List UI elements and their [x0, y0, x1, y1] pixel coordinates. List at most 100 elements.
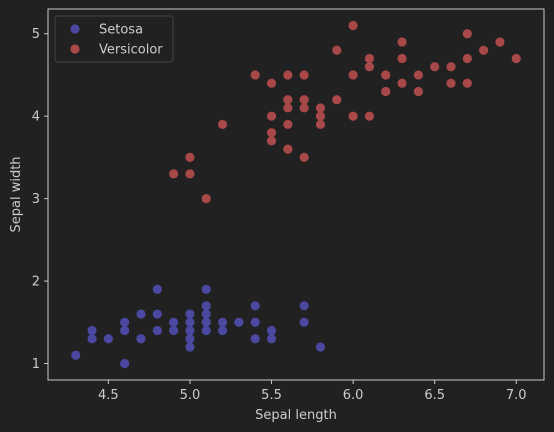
scatter-point-versicolor: [283, 103, 293, 113]
scatter-point-versicolor: [250, 70, 260, 80]
scatter-point-setosa: [185, 334, 195, 344]
scatter-point-setosa: [71, 350, 81, 360]
scatter-point-setosa: [315, 342, 326, 352]
scatter-point-versicolor: [348, 20, 358, 31]
scatter-point-setosa: [87, 325, 97, 336]
scatter-point-setosa: [201, 317, 211, 327]
scatter-point-setosa: [169, 325, 179, 336]
scatter-point-versicolor: [332, 95, 342, 105]
y-tick-label: 3: [32, 192, 40, 207]
x-tick-label: 4.5: [98, 388, 119, 403]
plot-area-frame: [47, 8, 545, 381]
scatter-point-versicolor: [315, 111, 326, 121]
scatter-point-versicolor: [364, 62, 375, 72]
y-tick-label: 1: [32, 357, 40, 372]
scatter-point-setosa: [120, 325, 130, 336]
scatter-point-versicolor: [266, 111, 277, 121]
scatter-point-setosa: [185, 342, 195, 352]
scatter-point-versicolor: [446, 78, 456, 88]
scatter-point-versicolor: [201, 194, 211, 204]
scatter-point-versicolor: [266, 136, 277, 146]
scatter-point-versicolor: [495, 37, 505, 47]
x-tick-label: 6.5: [424, 388, 445, 403]
scatter-point-versicolor: [462, 53, 472, 64]
scatter-point-versicolor: [413, 70, 423, 80]
scatter-point-versicolor: [299, 103, 309, 113]
scatter-point-versicolor: [397, 78, 407, 88]
scatter-point-versicolor: [185, 152, 195, 162]
ticks-layer: 4.5 5.0 5.5 6.0 6.5 7.0 1 2 3 4 5: [32, 27, 527, 403]
scatter-point-setosa: [217, 325, 228, 336]
scatter-point-setosa: [152, 309, 162, 319]
scatter-point-versicolor: [446, 62, 456, 72]
scatter-point-setosa: [201, 325, 211, 336]
y-axis-label: Sepal width: [9, 156, 24, 232]
scatter-point-setosa: [120, 317, 130, 327]
x-tick-label: 6.0: [343, 388, 364, 403]
legend-marker-versicolor: [70, 44, 80, 54]
scatter-point-setosa: [87, 334, 97, 344]
scatter-point-setosa: [217, 317, 228, 327]
scatter-point-versicolor: [462, 78, 472, 88]
legend-box: [54, 15, 174, 63]
scatter-point-setosa: [250, 301, 260, 311]
scatter-point-versicolor: [348, 70, 358, 80]
scatter-point-versicolor: [479, 45, 489, 55]
scatter-point-setosa: [201, 309, 211, 319]
scatter-point-versicolor: [397, 53, 407, 64]
scatter-point-versicolor: [511, 53, 521, 64]
y-tick-label: 2: [32, 275, 40, 290]
scatter-point-setosa: [250, 334, 260, 344]
scatter-point-versicolor: [283, 144, 293, 154]
scatter-point-versicolor: [413, 86, 423, 97]
scatter-point-versicolor: [299, 95, 309, 105]
scatter-point-versicolor: [217, 119, 228, 130]
scatter-point-setosa: [299, 301, 309, 311]
scatter-point-versicolor: [169, 169, 179, 179]
legend-label-setosa: Setosa: [99, 23, 143, 38]
scatter-point-versicolor: [332, 45, 342, 55]
scatter-point-versicolor: [283, 95, 293, 105]
scatter-point-setosa: [136, 309, 146, 319]
scatter-point-versicolor: [266, 78, 277, 88]
scatter-point-versicolor: [266, 128, 277, 138]
scatter-point-versicolor: [364, 53, 375, 64]
scatter-point-versicolor: [299, 70, 309, 80]
scatter-point-setosa: [250, 317, 260, 327]
scatter-point-versicolor: [364, 111, 375, 121]
x-axis-label: Sepal length: [255, 408, 337, 423]
x-tick-label: 5.5: [261, 388, 282, 403]
scatter-point-setosa: [185, 317, 195, 327]
scatter-point-versicolor: [315, 119, 326, 130]
legend-marker-setosa: [70, 24, 80, 34]
scatter-point-versicolor: [381, 70, 391, 80]
scatter-point-versicolor: [315, 103, 326, 113]
scatter-point-setosa: [152, 325, 162, 336]
x-tick-label: 5.0: [180, 388, 201, 403]
scatter-point-setosa: [201, 301, 211, 311]
legend: Setosa Versicolor: [54, 15, 174, 63]
points-layer: [71, 20, 521, 369]
scatter-point-versicolor: [299, 152, 309, 162]
scatter-point-setosa: [234, 317, 244, 327]
scatter-point-versicolor: [381, 86, 391, 97]
scatter-point-versicolor: [397, 37, 407, 47]
scatter-point-setosa: [185, 325, 195, 336]
scatter-point-setosa: [266, 334, 277, 344]
scatter-point-setosa: [299, 317, 309, 327]
scatter-point-setosa: [136, 334, 146, 344]
scatter-point-versicolor: [462, 29, 472, 39]
legend-label-versicolor: Versicolor: [99, 43, 163, 58]
scatter-point-setosa: [266, 325, 277, 336]
scatter-point-setosa: [169, 317, 179, 327]
scatter-point-versicolor: [430, 62, 440, 72]
scatter-point-setosa: [185, 309, 195, 319]
y-tick-label: 5: [32, 27, 40, 42]
y-tick-label: 4: [32, 110, 40, 125]
scatter-point-versicolor: [283, 70, 293, 80]
scatter-point-versicolor: [283, 119, 293, 130]
scatter-point-setosa: [152, 284, 162, 294]
scatter-point-versicolor: [185, 169, 195, 179]
